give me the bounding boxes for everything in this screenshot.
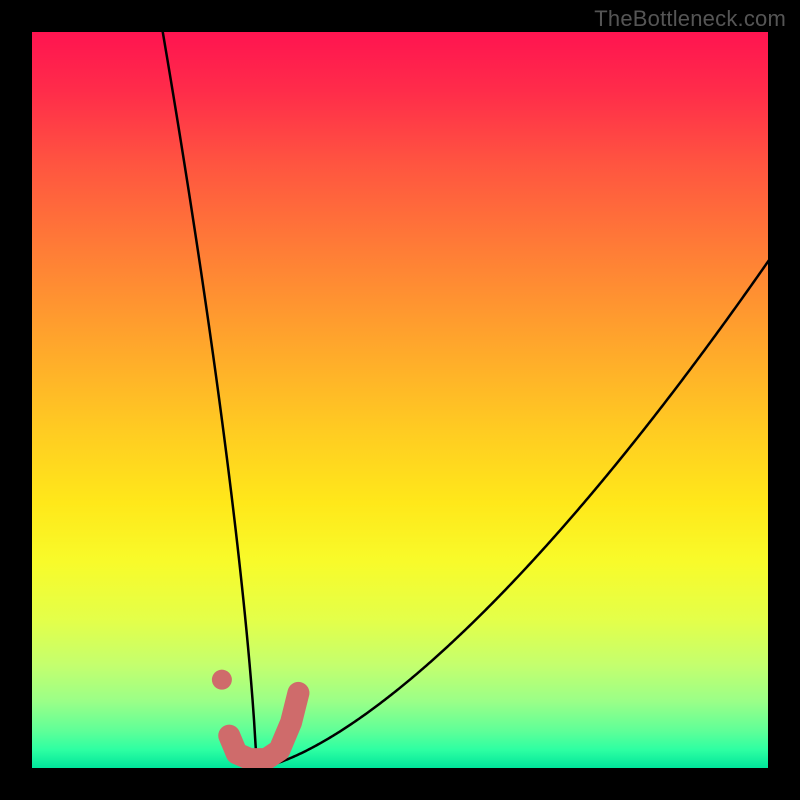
watermark-text: TheBottleneck.com xyxy=(594,6,786,32)
bottleneck-curve xyxy=(102,32,768,768)
optimal-range-marker xyxy=(229,693,298,759)
chart-svg-layer xyxy=(32,32,768,768)
chart-plot-area xyxy=(32,32,768,768)
selection-marker-dot xyxy=(212,670,232,690)
